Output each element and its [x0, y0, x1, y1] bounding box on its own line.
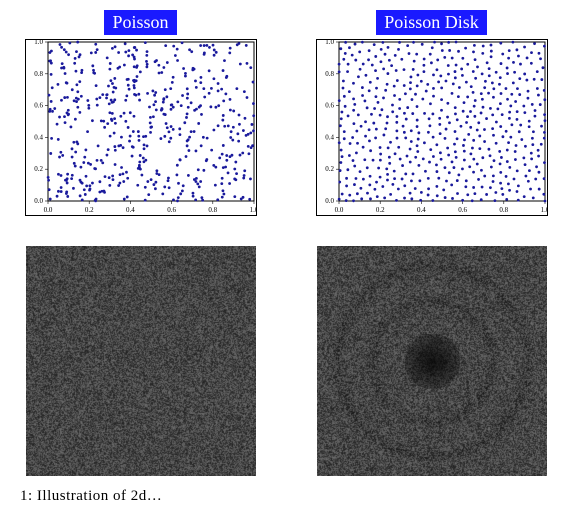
- svg-text:1.0: 1.0: [325, 40, 334, 46]
- figure-caption: 1: Illustration of 2d…: [20, 488, 552, 505]
- svg-text:1.0: 1.0: [540, 206, 546, 214]
- title-poisson: Poisson: [104, 10, 176, 35]
- svg-text:0.0: 0.0: [325, 197, 334, 205]
- figure-grid: Poisson 0.00.20.40.60.81.00.00.20.40.60.…: [20, 10, 552, 476]
- cell-poisson-disk: Poisson Disk 0.0 0.2 0.4 0.6 0.8 1.0 0.0 0.2 0.4…: [311, 10, 552, 216]
- scatter-plot-poisson-disk: 0.0 0.2 0.4 0.6 0.8 1.0 0.0 0.2 0.4 0.6 0.8 1.0: [317, 40, 547, 215]
- svg-text:0.8: 0.8: [499, 206, 508, 214]
- cell-noise-right: [311, 246, 552, 476]
- svg-text:0.0: 0.0: [334, 206, 343, 214]
- svg-text:1.0: 1.0: [34, 40, 43, 46]
- svg-text:0.0: 0.0: [43, 206, 52, 214]
- scatter-frame-poisson-disk: 0.0 0.2 0.4 0.6 0.8 1.0 0.0 0.2 0.4 0.6 0.8 1.0: [316, 39, 548, 216]
- svg-text:0.2: 0.2: [34, 165, 43, 173]
- svg-text:0.2: 0.2: [84, 206, 93, 214]
- svg-text:0.8: 0.8: [208, 206, 217, 214]
- svg-text:0.4: 0.4: [34, 133, 43, 141]
- svg-text:0.8: 0.8: [325, 70, 334, 78]
- svg-text:0.6: 0.6: [34, 102, 43, 110]
- svg-text:0.2: 0.2: [375, 206, 384, 214]
- svg-text:0.6: 0.6: [458, 206, 467, 214]
- svg-text:1.0: 1.0: [249, 206, 255, 214]
- svg-text:0.8: 0.8: [34, 70, 43, 78]
- power-spectrum-poisson-disk: [317, 246, 547, 476]
- svg-text:0.0: 0.0: [34, 197, 43, 205]
- svg-text:0.6: 0.6: [167, 206, 176, 214]
- svg-text:0.2: 0.2: [325, 165, 334, 173]
- svg-text:0.4: 0.4: [325, 133, 334, 141]
- title-poisson-disk: Poisson Disk: [376, 10, 487, 35]
- cell-noise-left: [20, 246, 261, 476]
- svg-text:0.4: 0.4: [126, 206, 135, 214]
- svg-text:0.6: 0.6: [325, 102, 334, 110]
- svg-text:0.4: 0.4: [417, 206, 426, 214]
- scatter-plot-poisson: 0.0 0.2 0.4 0.6 0.8 1.0 0.0 0.2 0.4 0.6 0.8 1.0: [26, 40, 256, 215]
- scatter-frame-poisson: 0.0 0.2 0.4 0.6 0.8 1.0 0.0 0.2 0.4 0.6 0.8 1.0: [25, 39, 257, 216]
- power-spectrum-poisson: [26, 246, 256, 476]
- cell-poisson: Poisson 0.00.20.40.60.81.00.00.20.40.60.…: [20, 10, 261, 216]
